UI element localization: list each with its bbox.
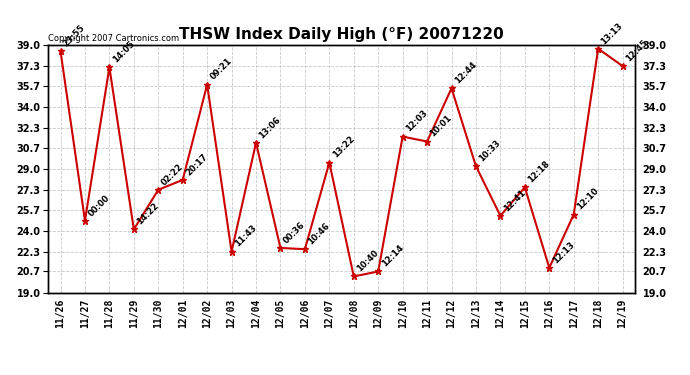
Text: 00:00: 00:00 (86, 193, 111, 218)
Text: 12:14: 12:14 (380, 243, 405, 268)
Text: 10:33: 10:33 (477, 138, 502, 164)
Text: 09:21: 09:21 (208, 57, 234, 82)
Text: 23:55: 23:55 (62, 23, 87, 48)
Text: 12:10: 12:10 (575, 186, 600, 212)
Text: Copyright 2007 Cartronics.com: Copyright 2007 Cartronics.com (48, 33, 179, 42)
Text: 02:22: 02:22 (159, 162, 185, 187)
Text: 14:05: 14:05 (111, 39, 136, 64)
Text: 14:22: 14:22 (135, 201, 161, 226)
Text: 13:13: 13:13 (600, 21, 624, 46)
Text: 13:22: 13:22 (331, 135, 356, 160)
Text: 10:40: 10:40 (355, 249, 380, 274)
Text: 00:36: 00:36 (282, 220, 307, 245)
Text: 10:01: 10:01 (428, 114, 453, 139)
Text: 12:03: 12:03 (404, 109, 429, 134)
Text: 10:46: 10:46 (306, 221, 332, 246)
Text: 20:17: 20:17 (184, 152, 209, 177)
Text: 12:44: 12:44 (453, 60, 478, 86)
Text: 12:45: 12:45 (624, 38, 649, 63)
Text: 13:06: 13:06 (257, 115, 283, 140)
Text: 12:18: 12:18 (526, 159, 551, 184)
Text: 11:43: 11:43 (233, 224, 258, 249)
Text: 12:41: 12:41 (502, 188, 527, 213)
Text: 12:13: 12:13 (551, 240, 576, 265)
Title: THSW Index Daily High (°F) 20071220: THSW Index Daily High (°F) 20071220 (179, 27, 504, 42)
